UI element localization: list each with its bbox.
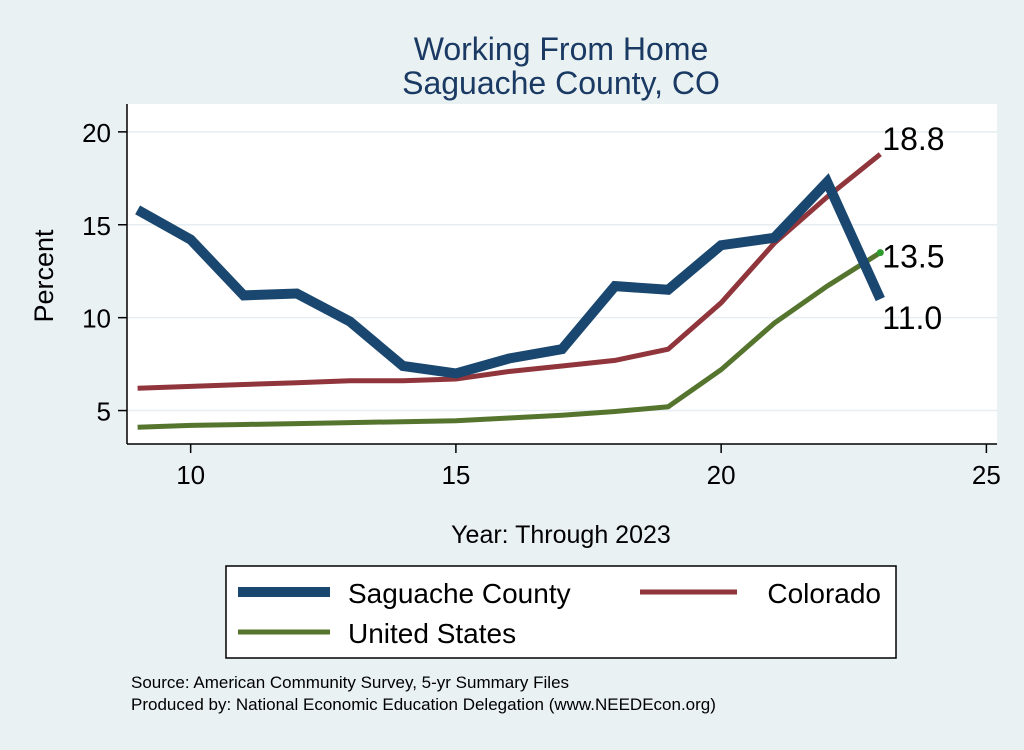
us-end-point <box>876 249 884 257</box>
end-labels: 11.0 18.8 13.5 <box>882 121 944 336</box>
legend-label-united-states: United States <box>348 618 516 649</box>
x-tick-label: 25 <box>972 460 1001 490</box>
legend-box <box>225 565 897 659</box>
producer-note: Produced by: National Economic Education… <box>131 695 716 714</box>
legend-label-colorado: Colorado <box>767 578 881 609</box>
y-tick-label: 5 <box>97 397 111 427</box>
y-tick-label: 10 <box>82 304 111 334</box>
x-tick-label: 10 <box>176 460 205 490</box>
x-axis-label: Year: Through 2023 <box>451 521 671 549</box>
plot-area <box>127 104 997 444</box>
end-label-saguache-county: 11.0 <box>882 300 942 336</box>
legend-label-saguache-county: Saguache County <box>348 578 571 609</box>
axes <box>126 104 997 445</box>
source-note: Source: American Community Survey, 5-yr … <box>131 673 569 692</box>
series-line-united-states <box>137 250 882 430</box>
series-line-saguache-county <box>135 173 885 379</box>
y-tick-label: 15 <box>82 211 111 241</box>
series-line-colorado <box>137 152 882 391</box>
x-tick-label: 15 <box>441 460 470 490</box>
y-tick-label: 20 <box>82 118 111 148</box>
x-axis-ticks: 10 15 20 25 <box>176 444 1001 490</box>
chart-subtitle: Saguache County, CO <box>402 65 720 101</box>
series-lines <box>135 152 885 430</box>
legend: Saguache County Colorado United States <box>238 578 881 649</box>
chart-title: Working From Home <box>414 31 709 67</box>
y-axis-ticks: 5 10 15 20 <box>82 118 127 427</box>
end-label-colorado: 18.8 <box>882 121 944 157</box>
y-axis-label: Percent <box>29 229 59 323</box>
end-label-united-states: 13.5 <box>882 239 944 275</box>
x-tick-label: 20 <box>707 460 736 490</box>
